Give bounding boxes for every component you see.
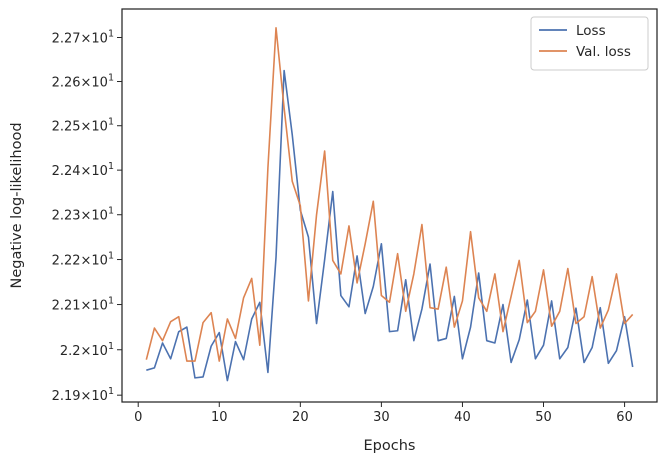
series-line-loss [146,69,634,382]
y-tick-label: 2.19×101 [52,386,114,404]
y-tick-label: 2.27×101 [52,29,114,47]
y-tick-label: 2.23×101 [52,206,114,224]
y-tick-label: 2.25×101 [52,117,114,135]
x-tick-label: 0 [134,410,142,425]
x-tick-label: 60 [616,410,633,425]
x-tick-label: 30 [373,410,390,425]
x-axis-label: Epochs [364,438,416,454]
legend: Loss Val. loss [530,16,649,71]
legend-label: Val. loss [576,44,631,60]
x-axis: 0 10 20 30 40 50 60 [134,402,633,425]
y-tick-label: 2.21×101 [52,296,114,314]
x-tick-label: 40 [454,410,471,425]
y-axis-label: Negative log-likelihood [9,122,25,288]
y-tick-label: 2.26×101 [52,73,114,91]
y-tick-label: 2.24×101 [52,161,114,179]
y-tick-label: 2.22×101 [52,251,114,269]
y-tick-label: 2.2×101 [60,341,114,359]
y-axis: 2.19×101 2.2×101 2.21×101 2.22×101 2.23×101 2… [52,29,122,404]
x-tick-label: 50 [535,410,552,425]
x-tick-label: 20 [292,410,309,425]
x-tick-label: 10 [211,410,228,425]
legend-label: Loss [576,23,606,39]
plot-area [145,27,634,382]
series-line-val-loss [145,27,634,362]
plot-frame [121,8,658,403]
